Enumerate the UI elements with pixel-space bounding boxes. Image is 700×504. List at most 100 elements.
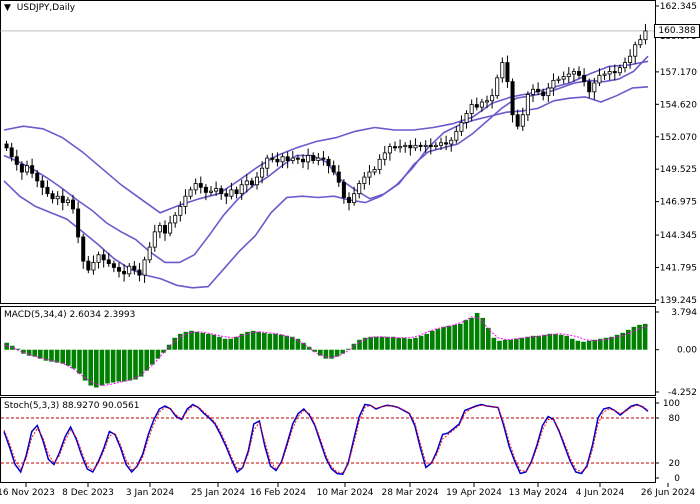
candle-body (454, 130, 459, 141)
candle-body (392, 146, 397, 149)
candle-body (372, 169, 377, 173)
candle-body (336, 171, 341, 183)
candle-body (162, 225, 167, 234)
macd-histogram-bar (144, 349, 149, 371)
symbol-title[interactable]: ▼ USDJPY,Daily (4, 3, 75, 13)
price-tick-label: 162.345 (660, 2, 697, 12)
date-tick-label: 10 Mar 2024 (316, 488, 373, 498)
candle-body (249, 180, 254, 186)
candle-body (290, 157, 295, 161)
bollinger-line-2 (3, 86, 649, 289)
candle-body (357, 183, 362, 195)
candle-body (525, 93, 530, 116)
macd-histogram-bar (273, 333, 278, 350)
macd-histogram-bar (430, 330, 435, 350)
stoch-tick-label: 100 (663, 399, 680, 409)
stoch-value-signal: 90.0561 (102, 401, 140, 411)
macd-histogram-bar (295, 338, 301, 350)
candle-body (106, 259, 111, 265)
macd-histogram-bar (525, 336, 530, 350)
candle-body (423, 144, 428, 147)
macd-name: MACD(5,34,4) (4, 310, 67, 320)
candle-body (510, 81, 515, 116)
date-tick-label: 19 Apr 2024 (446, 488, 502, 498)
macd-histogram-bar (547, 333, 553, 350)
candle-body (592, 82, 597, 93)
candle-body (219, 188, 224, 195)
candle-body (597, 74, 602, 84)
symbol-label: USDJPY,Daily (16, 3, 76, 13)
stoch-tick-label: 0 (674, 474, 680, 484)
macd-histogram-bar (15, 348, 21, 350)
candle-body (76, 208, 81, 238)
macd-histogram-bar (407, 338, 413, 350)
macd-signal-line (3, 316, 649, 387)
macd-histogram-bar (194, 331, 200, 350)
macd-histogram-bar (631, 326, 637, 350)
macd-histogram-bar (161, 349, 166, 353)
candle-body (367, 171, 372, 178)
axis-labels: 162.345159.975157.170154.620152.070149.5… (0, 2, 697, 498)
macd-histogram-bar (424, 333, 429, 350)
candle-body (398, 146, 403, 149)
chevron-down-icon[interactable]: ▼ (4, 3, 11, 13)
candle-body (490, 95, 495, 102)
macd-histogram-bar (49, 349, 54, 362)
macd-histogram-bar (530, 335, 536, 350)
macd-histogram-bar (43, 349, 49, 361)
candle-body (45, 186, 50, 195)
candle-body (531, 88, 536, 95)
price-tick-label: 144.345 (660, 231, 697, 241)
candle-body (285, 156, 290, 161)
macd-histogram-bar (586, 340, 592, 350)
candle-body (270, 157, 275, 160)
macd-histogram-bar (486, 327, 491, 350)
macd-histogram-bar (189, 330, 194, 350)
candle-body (582, 74, 587, 83)
price-tick-label: 154.620 (660, 100, 697, 110)
candle-body (35, 172, 40, 182)
macd-histogram-bar (99, 349, 105, 386)
candle-body (628, 55, 633, 63)
candle-body (295, 157, 300, 160)
candle-body (198, 183, 203, 188)
candle-body (203, 186, 208, 193)
date-tick-label: 4 Jun 2024 (576, 488, 625, 498)
candle-body (157, 225, 162, 233)
candle-body (65, 199, 70, 203)
macd-plot (3, 312, 649, 388)
candle-body (127, 265, 132, 275)
macd-histogram-bar (368, 336, 373, 350)
candle-body (311, 155, 316, 161)
candle-body (178, 205, 183, 216)
macd-value-main: 2.6034 (69, 310, 102, 320)
candle-body (280, 156, 285, 163)
candle-body (193, 183, 198, 191)
macd-histogram-bar (60, 349, 65, 364)
candle-body (612, 71, 617, 74)
candle-body (168, 222, 173, 234)
date-tick-label: 3 Jan 2024 (126, 488, 174, 498)
candle-body (275, 158, 280, 163)
candle-body (413, 144, 418, 149)
candle-body (4, 143, 9, 149)
date-tick-label: 16 Nov 2023 (0, 488, 55, 498)
candle-body (362, 176, 367, 184)
candle-body (260, 167, 265, 178)
candle-body (341, 181, 346, 198)
price-tick-label: 152.070 (660, 133, 697, 143)
bollinger-line-1 (3, 55, 649, 264)
candle-body (306, 155, 311, 163)
candle-body (536, 88, 541, 93)
macd-histogram-bar (239, 333, 245, 350)
macd-histogram-bar (452, 324, 457, 350)
candle-body (382, 152, 387, 160)
stoch-name: Stoch(5,3,3) (4, 401, 60, 411)
candle-body (479, 101, 484, 108)
candle-body (152, 231, 157, 248)
candle-body (377, 158, 382, 170)
candle-body (433, 144, 438, 147)
candle-body (459, 121, 464, 132)
